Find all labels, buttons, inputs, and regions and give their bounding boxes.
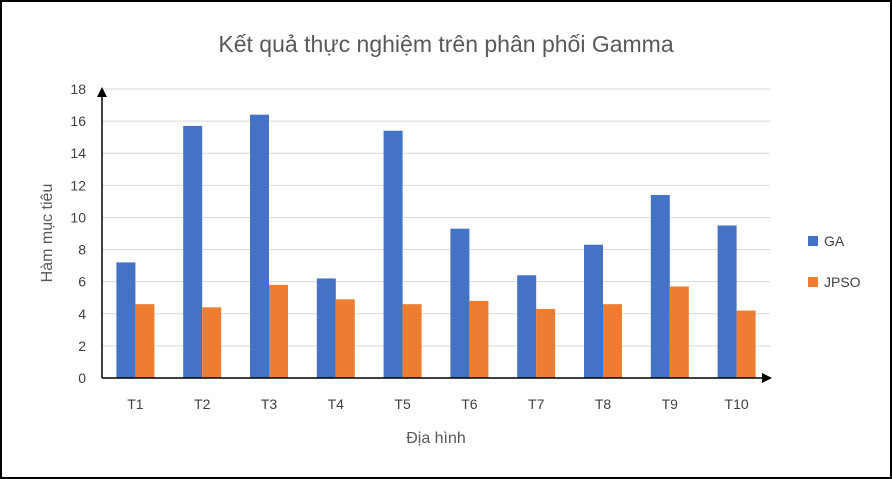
bar-jpso-t9 <box>669 286 689 378</box>
bar-ga-t9 <box>650 194 670 378</box>
y-tick-label: 0 <box>78 370 86 386</box>
x-tick-label: T9 <box>662 396 679 412</box>
bars <box>116 114 756 378</box>
y-tick-label: 8 <box>78 242 86 258</box>
x-tick-label: T3 <box>261 396 278 412</box>
bar-ga-t6 <box>450 228 470 378</box>
bar-jpso-t1 <box>135 304 155 378</box>
bar-jpso-t7 <box>536 308 556 378</box>
x-tick-label: T10 <box>725 396 749 412</box>
y-axis-label: Hàm mục tiêu <box>39 184 56 283</box>
y-tick-label: 10 <box>70 209 86 225</box>
y-tick-label: 14 <box>70 145 86 161</box>
axes <box>97 87 772 383</box>
bar-jpso-t10 <box>736 310 756 378</box>
x-axis-label: Địa hình <box>406 430 466 447</box>
x-axis-arrow <box>762 373 772 383</box>
x-tick-label: T4 <box>328 396 345 412</box>
bar-jpso-t8 <box>603 304 622 378</box>
legend-swatch-jpso <box>808 277 818 287</box>
x-tick-labels: T1 T2 T3 T4 T5 T6 T7 T8 T9 T10 <box>127 396 749 412</box>
y-tick-labels: 0 2 4 6 8 10 12 14 16 18 <box>70 81 86 386</box>
x-tick-label: T6 <box>461 396 478 412</box>
bar-jpso-t6 <box>469 300 489 378</box>
bar-jpso-t3 <box>269 284 288 378</box>
y-tick-label: 2 <box>78 338 86 354</box>
bar-ga-t4 <box>316 278 336 378</box>
bar-ga-t1 <box>116 262 136 378</box>
legend: GA JPSO <box>808 233 861 290</box>
bar-jpso-t2 <box>202 307 222 378</box>
y-tick-label: 6 <box>78 274 86 290</box>
bar-jpso-t4 <box>335 299 355 378</box>
x-tick-label: T7 <box>528 396 545 412</box>
x-tick-label: T1 <box>127 396 144 412</box>
x-tick-label: T5 <box>394 396 411 412</box>
bar-ga-t8 <box>584 244 603 378</box>
y-tick-label: 18 <box>70 81 86 97</box>
y-tick-label: 16 <box>70 113 86 129</box>
legend-label-jpso: JPSO <box>824 274 861 290</box>
bar-ga-t3 <box>250 114 269 378</box>
y-tick-label: 12 <box>70 177 86 193</box>
x-tick-label: T8 <box>595 396 612 412</box>
bar-ga-t5 <box>383 130 403 378</box>
bar-ga-t2 <box>183 125 203 378</box>
y-tick-label: 4 <box>78 306 86 322</box>
chart-title: Kết quả thực nghiệm trên phân phối Gamma <box>218 31 673 57</box>
y-axis-arrow <box>97 87 107 97</box>
x-tick-label: T2 <box>194 396 211 412</box>
legend-label-ga: GA <box>824 233 845 249</box>
legend-swatch-ga <box>808 236 818 246</box>
bar-jpso-t5 <box>402 304 422 378</box>
bar-ga-t7 <box>517 275 537 378</box>
bar-ga-t10 <box>717 225 737 378</box>
